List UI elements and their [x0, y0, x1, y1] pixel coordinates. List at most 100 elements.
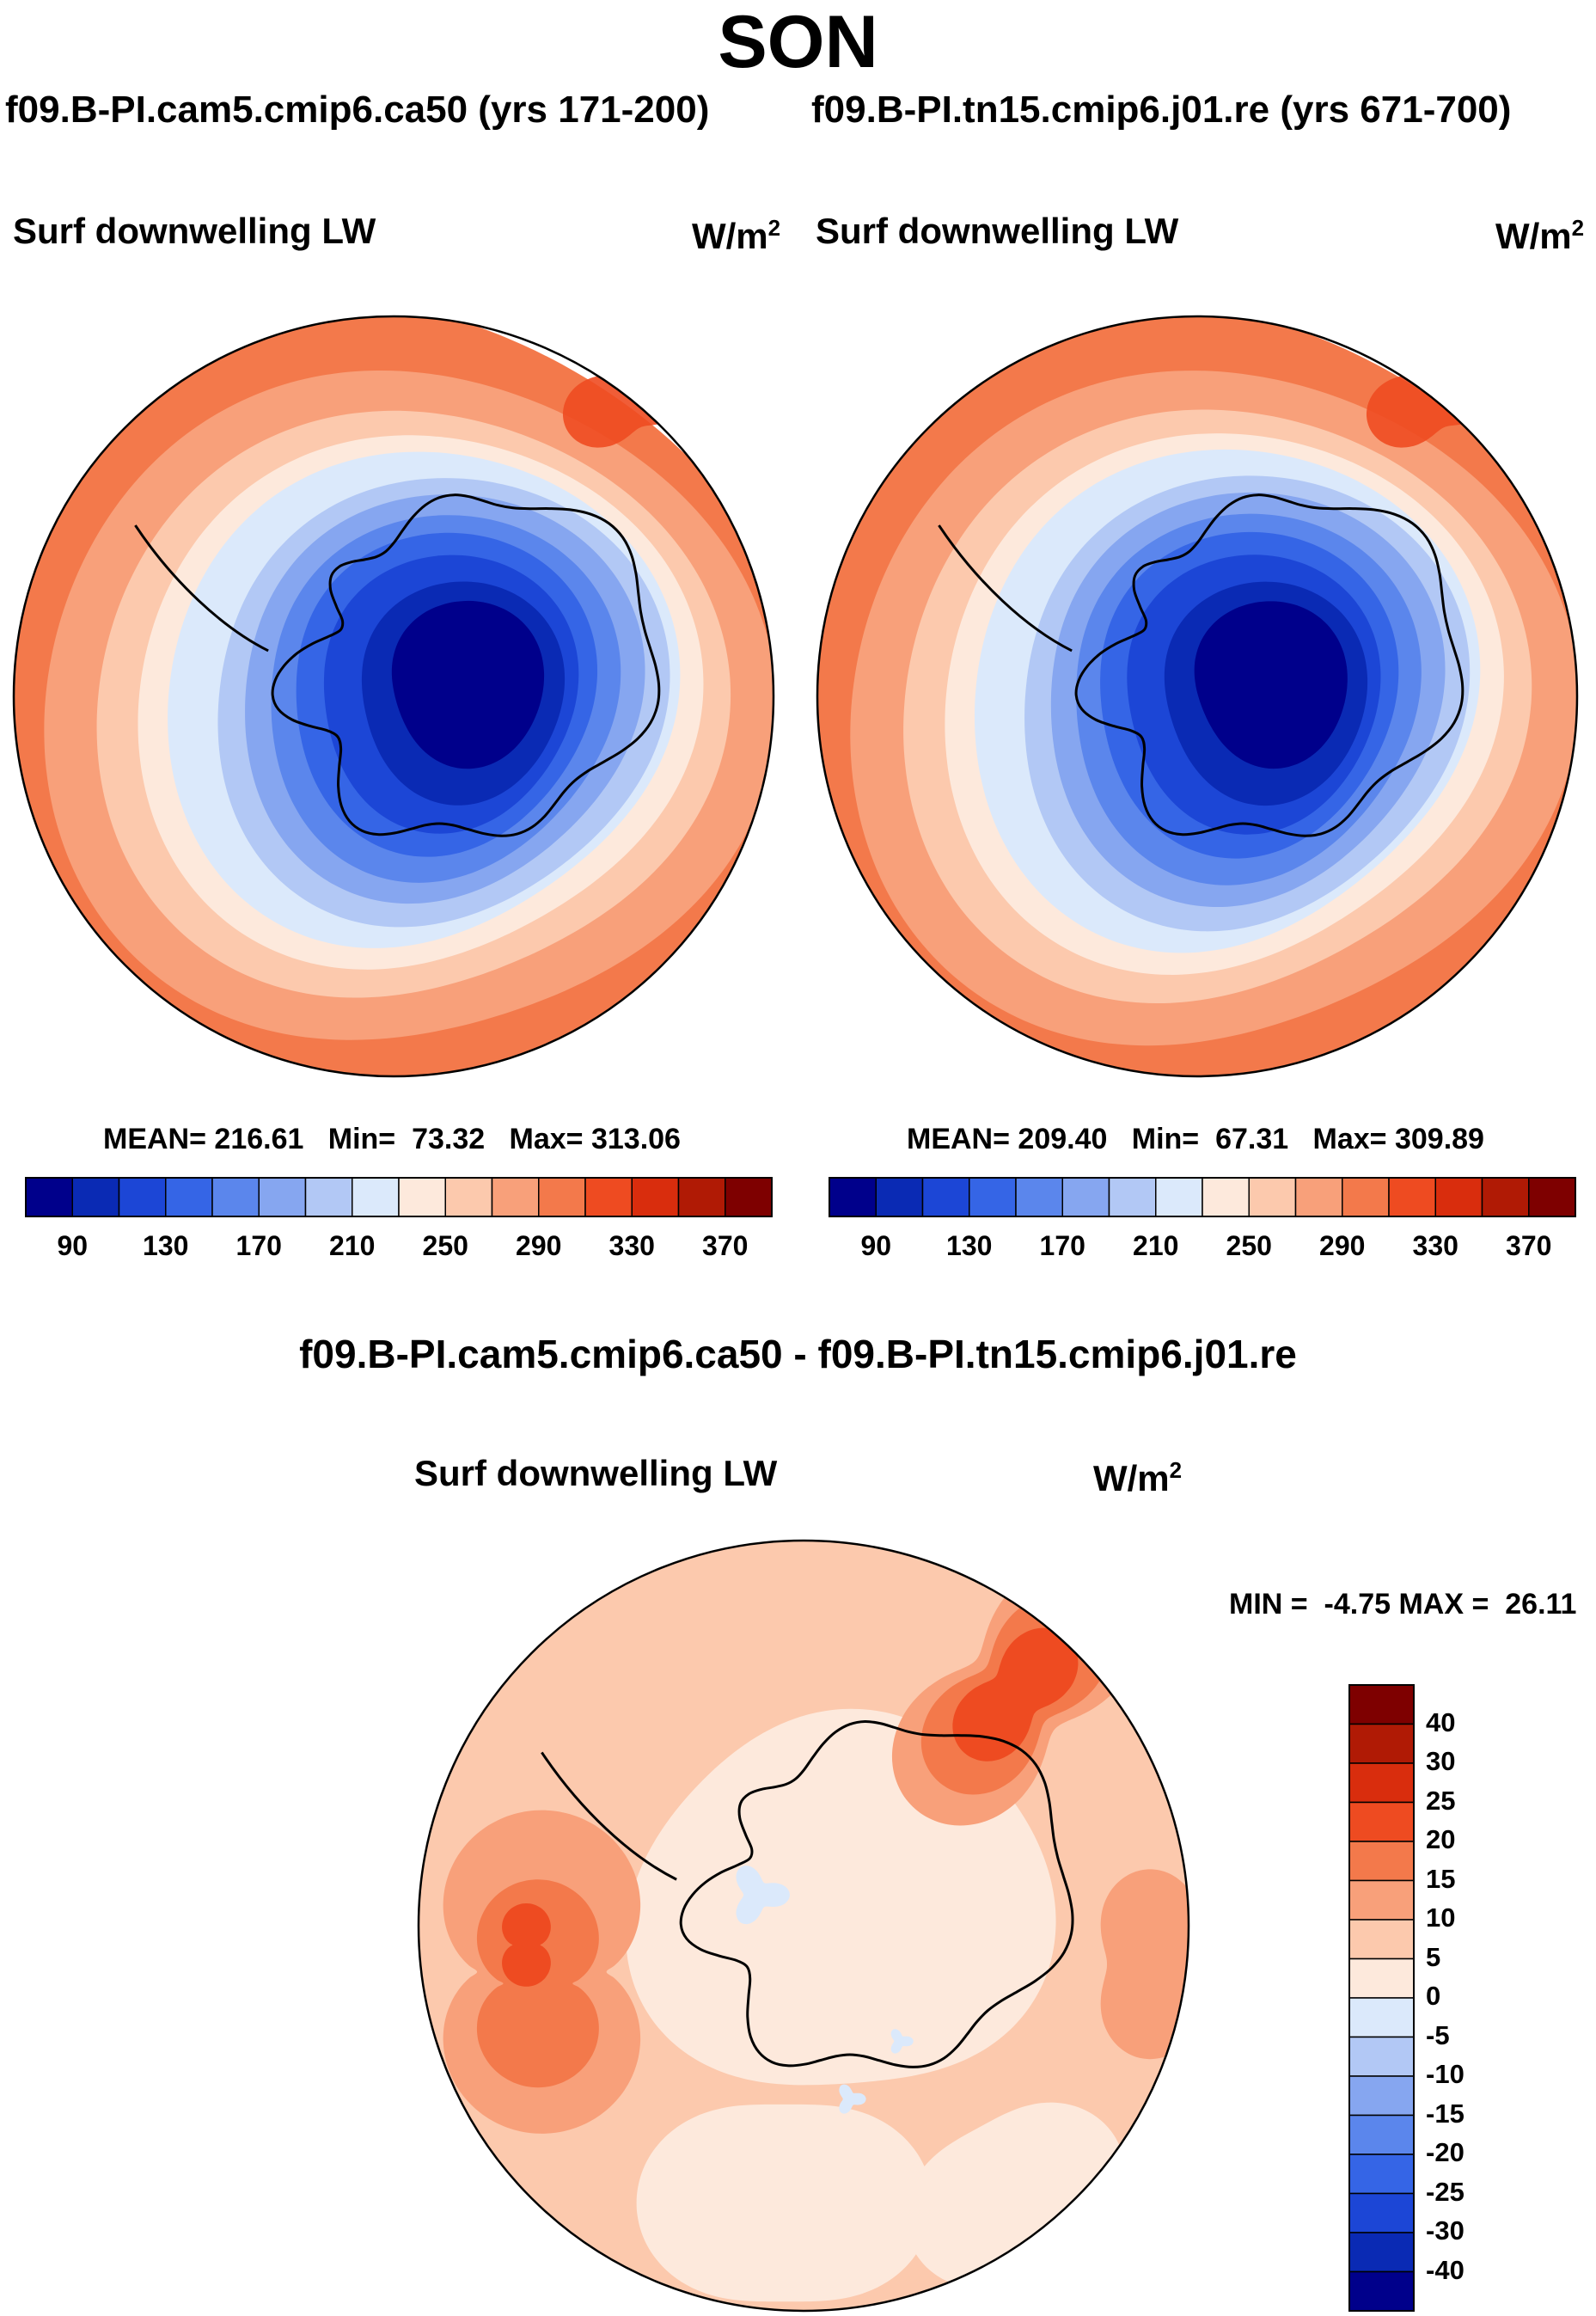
colorbar-box: [1348, 1958, 1415, 1999]
colorbar-box: [1348, 1801, 1415, 1842]
antarctica-coastline: [679, 1719, 1074, 2068]
colorbar-box: [1348, 1841, 1415, 1882]
colorbar-outline: [25, 1177, 773, 1217]
colorbar-box: [1348, 2232, 1415, 2273]
right-panel-case-title: f09.B-PI.tn15.cmip6.j01.re (yrs 671-700): [811, 89, 1512, 131]
colorbar-tick-label: 370: [1506, 1230, 1552, 1261]
left-panel-units: W/m2: [692, 215, 781, 256]
colorbar-box: [1348, 2114, 1415, 2155]
colorbar-box: [1202, 1177, 1250, 1217]
colorbar-tick-label: 170: [1039, 1230, 1085, 1261]
left-panel-stats: MEAN= 216.61 Min= 73.32 Max= 313.06: [103, 1123, 681, 1155]
colorbar-tick-label: -40: [1426, 2254, 1465, 2285]
colorbar-box: [1528, 1177, 1576, 1217]
colorbar-box: [1015, 1177, 1063, 1217]
right-colorbar: [829, 1177, 1576, 1217]
colorbar-box: [1481, 1177, 1530, 1217]
colorbar-box: [677, 1177, 726, 1217]
colorbar-box: [304, 1177, 353, 1217]
colorbar-box: [1348, 1684, 1415, 1725]
colorbar-box: [25, 1177, 73, 1217]
colorbar-box: [969, 1177, 1017, 1217]
colorbar-box: [1348, 1762, 1415, 1804]
colorbar-tick-label: 250: [422, 1230, 468, 1261]
colorbar-tick-label: 40: [1426, 1706, 1456, 1737]
colorbar-box: [725, 1177, 773, 1217]
colorbar-box: [1388, 1177, 1436, 1217]
colorbar-box: [258, 1177, 307, 1217]
colorbar-tick-label: -25: [1426, 2176, 1465, 2207]
colorbar-box: [165, 1177, 213, 1217]
diff-panel-units: W/m2: [1093, 1457, 1183, 1498]
antarctica-coastline: [271, 493, 661, 837]
colorbar-box: [398, 1177, 446, 1217]
left-colorbar: [25, 1177, 773, 1217]
colorbar-box: [1348, 1723, 1415, 1764]
colorbar-tick-label: 0: [1426, 1981, 1441, 2011]
colorbar-tick-label: -10: [1426, 2059, 1465, 2089]
colorbar-tick-label: 10: [1426, 1902, 1456, 1933]
antarctic-peninsula: [938, 524, 1073, 653]
colorbar-box: [1108, 1177, 1157, 1217]
colorbar-box: [1348, 2154, 1415, 2195]
diff-warm-core: [502, 1903, 551, 1987]
antarctic-peninsula: [541, 1751, 677, 1881]
colorbar-tick-label: 20: [1426, 1824, 1456, 1854]
colorbar-tick-label: 170: [235, 1230, 282, 1261]
diff-negative-patch: [736, 1866, 790, 1925]
left-panel-variable: Surf downwelling LW: [13, 211, 376, 251]
colorbar-box: [1248, 1177, 1297, 1217]
colorbar-tick-label: 5: [1426, 1941, 1441, 1972]
colorbar-tick-label: -5: [1426, 2019, 1450, 2050]
colorbar-box: [1348, 1997, 1415, 2038]
diff-panel-variable: Surf downwelling LW: [414, 1453, 778, 1493]
colorbar-outline: [829, 1177, 1576, 1217]
diff-negative-patch: [890, 2029, 914, 2054]
colorbar-box: [1348, 2075, 1415, 2117]
colorbar-box: [1348, 2036, 1415, 2077]
colorbar-tick-label: 330: [1412, 1230, 1458, 1261]
map-boundary: [816, 315, 1579, 1078]
colorbar-tick-label: 15: [1426, 1863, 1456, 1894]
colorbar-tick-label: 90: [860, 1230, 892, 1261]
colorbar-box: [491, 1177, 540, 1217]
left-map: [12, 315, 775, 1078]
figure-title: SON: [718, 1, 878, 83]
colorbar-box: [875, 1177, 924, 1217]
left-panel-case-title: f09.B-PI.cam5.cmip6.ca50 (yrs 171-200): [5, 89, 710, 131]
colorbar-box: [631, 1177, 680, 1217]
map-boundary: [12, 315, 775, 1078]
colorbar-box: [1342, 1177, 1390, 1217]
colorbar-tick-label: 370: [702, 1230, 749, 1261]
colorbar-box: [1061, 1177, 1110, 1217]
colorbar-tick-label: 330: [608, 1230, 655, 1261]
diff-colorbar: [1348, 1684, 1415, 2312]
map-boundary: [417, 1539, 1190, 2313]
colorbar-tick-label: -30: [1426, 2215, 1465, 2246]
right-map: [816, 315, 1579, 1078]
contour-band: [1194, 601, 1348, 769]
contour-band: [391, 600, 545, 769]
colorbar-outline: [1348, 1684, 1415, 2312]
right-panel-stats: MEAN= 209.40 Min= 67.31 Max= 309.89: [907, 1123, 1484, 1155]
colorbar-box: [1348, 1879, 1415, 1921]
colorbar-box: [118, 1177, 167, 1217]
antarctica-coastline: [1074, 493, 1465, 837]
colorbar-tick-label: 250: [1226, 1230, 1272, 1261]
colorbar-tick-label: 25: [1426, 1785, 1456, 1816]
diff-panel-stats: MIN = -4.75 MAX = 26.11: [1229, 1588, 1577, 1621]
colorbar-box: [1294, 1177, 1343, 1217]
colorbar-tick-label: 130: [143, 1230, 189, 1261]
colorbar-box: [584, 1177, 633, 1217]
diff-negative-patch: [839, 2084, 866, 2114]
colorbar-box: [352, 1177, 400, 1217]
diff-low-region: [636, 2104, 933, 2302]
colorbar-box: [444, 1177, 493, 1217]
colorbar-box: [1348, 2192, 1415, 2233]
colorbar-box: [1434, 1177, 1483, 1217]
diff-warm-band: [952, 1627, 1079, 1762]
right-panel-variable: Surf downwelling LW: [816, 211, 1179, 251]
colorbar-box: [829, 1177, 877, 1217]
colorbar-tick-label: 210: [1133, 1230, 1179, 1261]
